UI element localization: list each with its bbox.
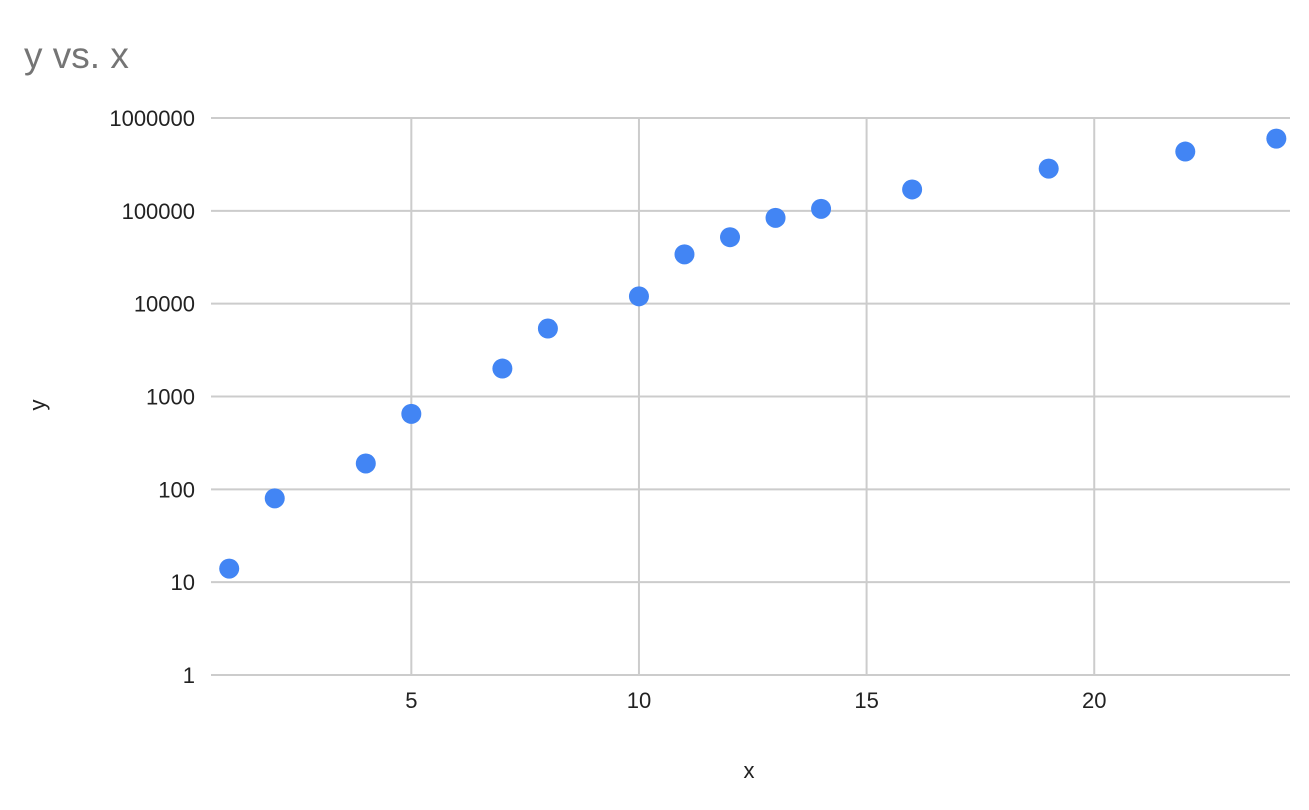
data-point [219,558,240,579]
y-tick-label: 1 [183,663,195,688]
data-point [264,488,285,509]
data-point [1266,128,1287,149]
y-tick-label: 10000 [134,292,195,317]
data-point [674,244,695,265]
x-tick-label: 10 [627,688,651,713]
x-tick-label: 5 [405,688,417,713]
data-points [219,128,1287,579]
x-tick-label: 15 [854,688,878,713]
data-point [811,198,832,219]
y-gridlines [211,117,1290,676]
x-tick-label: 20 [1082,688,1106,713]
y-tick-labels: 1 10 100 1000 10000 100000 1000000 [109,106,195,688]
y-tick-label: 1000000 [109,106,195,131]
y-axis-label: y [25,400,50,411]
y-tick-label: 10 [171,570,195,595]
data-point [355,453,376,474]
x-tick-labels: 5 10 15 20 [405,688,1106,713]
data-point [537,318,558,339]
data-point [1038,158,1059,179]
y-tick-label: 100 [158,477,195,502]
chart-title: y vs. x [24,35,129,76]
data-point [492,358,513,379]
data-point [765,207,786,228]
data-point [720,227,741,248]
x-axis-label: x [744,758,755,783]
data-point [628,286,649,307]
x-gridlines [410,118,1096,675]
y-tick-label: 1000 [146,385,195,410]
data-point [1175,141,1196,162]
y-tick-label: 100000 [122,199,195,224]
data-point [902,179,923,200]
data-point [401,403,422,424]
